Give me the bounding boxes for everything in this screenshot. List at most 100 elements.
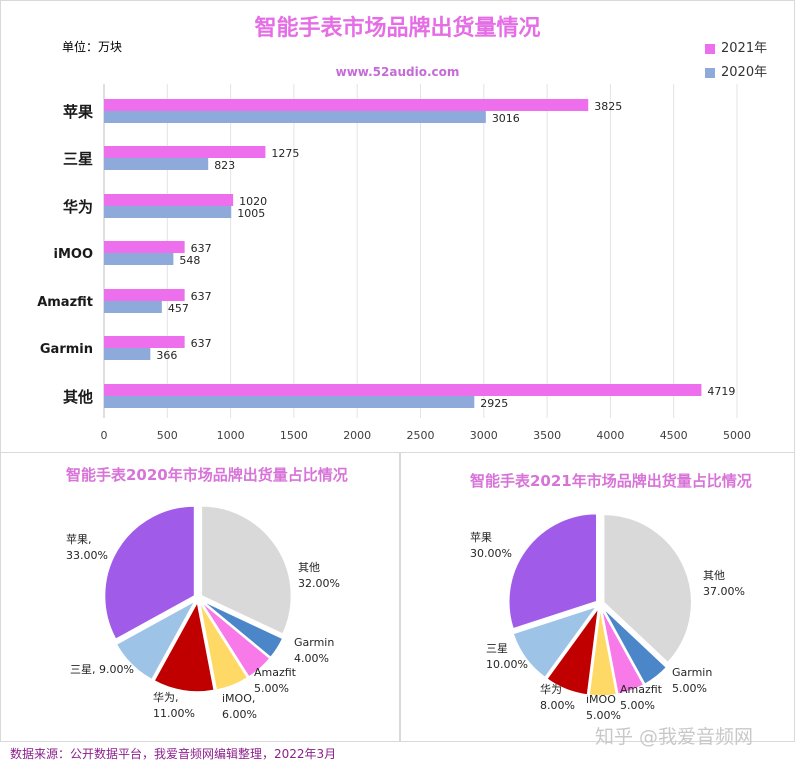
bar-chart-panel	[0, 0, 795, 453]
pie-label-name: 华为,	[153, 690, 179, 704]
pie-label-pct: 4.00%	[294, 652, 329, 665]
bar-chart: 0 500 1000 1500 2000 2500 3000 3500 4000 4500 5000…	[37, 84, 751, 442]
category-label: 苹果	[63, 103, 94, 121]
bar-2021-value: 1275	[271, 147, 299, 160]
bar-2021	[104, 99, 589, 111]
pie-slice	[602, 513, 693, 664]
pie-label-pct: 11.00%	[153, 707, 195, 720]
pie-slice	[200, 505, 293, 636]
legend-2020-swatch	[705, 67, 715, 78]
x-tick-label: 2000	[343, 429, 371, 442]
pie-label-pct: 8.00%	[540, 699, 575, 712]
x-tick-label: 4000	[596, 429, 624, 442]
bar-2020	[104, 348, 151, 360]
pie-label-name: 三星	[486, 642, 508, 655]
pie-label-name: Amazfit	[254, 666, 297, 679]
pie-label-pct: 33.00%	[66, 549, 108, 562]
pie-slice	[103, 505, 196, 641]
pie-label-name: iMOO,	[222, 692, 255, 705]
pie-slice	[508, 512, 598, 630]
bar-2021-value: 3825	[594, 100, 622, 113]
bar-2020	[104, 301, 162, 313]
pie-slice	[545, 607, 600, 696]
pie-2020-chart: 其他 32.00% Garmin 4.00%Amazfit 5.00%iMOO, 6.00…	[66, 505, 340, 721]
category-label: 华为	[63, 198, 93, 216]
x-tick-label: 0	[101, 429, 108, 442]
bar-2020	[104, 111, 486, 123]
bar-2020-value: 1005	[237, 207, 265, 220]
pie-slice	[200, 599, 284, 659]
pie-2020-panel	[0, 452, 400, 742]
x-tick-label: 2500	[407, 429, 435, 442]
x-tick-label: 1500	[280, 429, 308, 442]
bar-2021	[104, 289, 185, 301]
x-tick-label: 3500	[533, 429, 561, 442]
category-label: 三星	[63, 150, 93, 168]
x-tick-label: 4500	[660, 429, 688, 442]
category-label: 其他	[63, 388, 93, 406]
data-source: 数据来源：公开数据平台，我爱音频网编辑整理，2022年3月	[10, 747, 337, 761]
bar-2021-value: 637	[191, 290, 212, 303]
x-tick-label: 1000	[217, 429, 245, 442]
bar-2021-value: 637	[191, 337, 212, 350]
category-label: iMOO	[54, 247, 94, 262]
bar-2020-value: 2925	[480, 397, 508, 410]
bar-2021	[104, 241, 185, 253]
bar-2020-value: 823	[214, 159, 235, 172]
pie-label-name: 苹果	[470, 530, 492, 544]
pie-label-pct: 5.00%	[620, 699, 655, 712]
pie-label-name: Amazfit	[620, 683, 663, 696]
watermark: 知乎 @我爱音频网	[595, 726, 754, 748]
bar-2021-value: 1020	[239, 195, 267, 208]
pie-label: 三星, 9.00%	[70, 663, 134, 676]
x-tick-label: 5000	[723, 429, 751, 442]
legend-2020: 2020年	[705, 61, 767, 80]
bar-2020-value: 366	[156, 349, 177, 362]
pie-slice	[512, 604, 599, 679]
pie-label-name: Garmin	[294, 636, 334, 649]
pie-2021-chart: 其他 37.00% Garmin 5.00% Amazfit 5.00% iMOO 5.00%…	[470, 512, 745, 722]
bar-2020-value: 3016	[492, 112, 520, 125]
pie-label-name: 其他	[703, 569, 725, 582]
pie-label-pct: 32.00%	[298, 577, 340, 590]
bar-2020	[104, 158, 209, 170]
category-label: Amazfit	[37, 295, 93, 310]
unit-label: 单位：万块	[62, 40, 123, 54]
pie-label-pct: 30.00%	[470, 547, 512, 560]
pie-label-name: 华为	[540, 682, 562, 696]
pie-slice	[200, 600, 272, 679]
bar-2020-value: 457	[168, 302, 189, 315]
category-label: Garmin	[40, 342, 93, 357]
pie-slice	[588, 607, 618, 697]
pie-label-pct: 6.00%	[222, 708, 257, 721]
bar-2021	[104, 146, 266, 158]
website-label: www.52audio.com	[335, 65, 460, 79]
pie-slice	[152, 599, 216, 693]
bar-2021-value: 637	[191, 242, 212, 255]
pie-label-pct: 5.00%	[586, 709, 621, 722]
pie-slice	[601, 606, 668, 686]
pie-label-name: iMOO	[586, 693, 616, 706]
bar-2020-value: 548	[179, 254, 200, 267]
legend-2020-label: 2020年	[721, 65, 768, 80]
pie-label-pct: 37.00%	[703, 585, 745, 598]
pie-slice	[115, 598, 198, 681]
pie-2021-title: 智能手表2021年市场品牌出货量占比情况	[470, 472, 752, 490]
pie-slice	[198, 601, 249, 692]
pie-label-name: 苹果,	[66, 532, 92, 546]
bar-2020	[104, 396, 475, 408]
bar-2021	[104, 384, 702, 396]
pie-label-pct: 10.00%	[486, 658, 528, 671]
x-tick-label: 3000	[470, 429, 498, 442]
pie-label-pct: 5.00%	[254, 682, 289, 695]
bar-2020	[104, 253, 174, 265]
bar-2021	[104, 336, 185, 348]
pie-label-pct: 5.00%	[672, 682, 707, 695]
pie-label-name: 其他	[298, 561, 320, 574]
legend-2021-label: 2021年	[721, 41, 768, 56]
bar-2021-value: 4719	[707, 385, 735, 398]
bar-2020	[104, 206, 232, 218]
main-title: 智能手表市场品牌出货量情况	[254, 16, 541, 41]
legend-2021-swatch	[705, 43, 715, 54]
legend-2021: 2021年	[705, 37, 767, 56]
